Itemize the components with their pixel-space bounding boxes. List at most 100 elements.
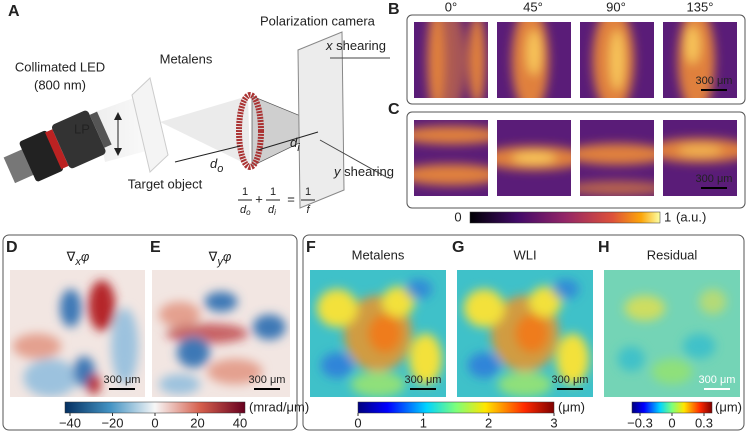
cb-tick-label: −40 bbox=[59, 415, 81, 430]
shape bbox=[52, 110, 106, 169]
arrow-head bbox=[114, 148, 122, 156]
sub: o bbox=[246, 208, 251, 217]
equals: = bbox=[287, 191, 295, 206]
blob bbox=[436, 22, 466, 98]
blob bbox=[526, 29, 542, 76]
cb-tick-label: 40 bbox=[233, 415, 247, 430]
num: 1 bbox=[270, 186, 276, 198]
cb-unit: (mrad/μm) bbox=[249, 399, 309, 414]
arrow-head bbox=[114, 112, 122, 120]
cb-tick-label: 1 bbox=[420, 415, 427, 430]
blob bbox=[556, 333, 589, 385]
blob bbox=[405, 278, 433, 300]
blob bbox=[497, 371, 553, 397]
source: Collimated LED bbox=[15, 59, 105, 74]
blob bbox=[580, 180, 654, 196]
heatmap bbox=[310, 270, 446, 397]
num: 1 bbox=[305, 186, 311, 198]
blob bbox=[624, 295, 666, 321]
blobs bbox=[617, 289, 727, 385]
d-i: di bbox=[290, 135, 300, 153]
heatmap bbox=[580, 22, 654, 98]
sub: i bbox=[297, 142, 300, 154]
heatmap bbox=[10, 270, 145, 397]
blobs bbox=[414, 126, 488, 186]
frame-c bbox=[406, 111, 746, 209]
cb-min: 0 bbox=[454, 209, 461, 224]
target: Target object bbox=[128, 176, 203, 191]
panel-label: A bbox=[8, 3, 20, 20]
blob bbox=[111, 308, 139, 385]
blob bbox=[204, 291, 238, 312]
heatmap bbox=[663, 22, 737, 98]
y-line bbox=[319, 139, 389, 179]
scale-label: 300 μm bbox=[696, 173, 733, 185]
blobs bbox=[511, 22, 549, 98]
panel-label: D bbox=[6, 239, 18, 256]
sub: i bbox=[274, 208, 276, 217]
main: d bbox=[268, 204, 275, 216]
panel-label: C bbox=[388, 101, 400, 118]
panel-label: F bbox=[306, 239, 316, 256]
target-plane bbox=[131, 77, 169, 173]
blob bbox=[86, 374, 101, 395]
cb-unit: (μm) bbox=[715, 399, 742, 414]
blob bbox=[382, 286, 415, 317]
sub: x bbox=[74, 256, 81, 268]
blobs bbox=[158, 291, 286, 395]
metalens bbox=[236, 92, 264, 170]
word: shearing bbox=[344, 164, 394, 179]
blobs bbox=[316, 278, 442, 397]
blobs bbox=[580, 143, 654, 196]
panel-label: G bbox=[452, 239, 464, 256]
x-shear: x shearing bbox=[325, 38, 386, 53]
heatmap bbox=[604, 270, 740, 397]
blob bbox=[252, 314, 286, 340]
scale-label: 300 μm bbox=[552, 374, 589, 386]
cb-unit: (μm) bbox=[558, 399, 585, 414]
equation: 1 do + 1 di = 1 f bbox=[238, 186, 315, 217]
blob bbox=[511, 151, 557, 165]
do-arrow bbox=[174, 145, 241, 163]
axis: x bbox=[325, 38, 333, 53]
blob bbox=[609, 29, 625, 91]
blobs bbox=[463, 278, 589, 397]
blob bbox=[12, 333, 62, 359]
surf-title: Residual bbox=[647, 247, 698, 262]
shape bbox=[89, 111, 112, 148]
shape bbox=[45, 129, 69, 170]
cb-tick-label: 0 bbox=[354, 415, 361, 430]
blob bbox=[409, 333, 442, 385]
cb-unit: (a.u.) bbox=[676, 209, 706, 224]
blob bbox=[320, 352, 354, 378]
blob bbox=[699, 289, 727, 315]
sub: y bbox=[216, 256, 224, 268]
colorbar bbox=[631, 401, 713, 414]
heatmap bbox=[152, 270, 290, 397]
blob bbox=[158, 301, 201, 328]
frame-fh bbox=[302, 234, 745, 431]
cb-tick-label: −0.3 bbox=[627, 415, 653, 430]
blobs bbox=[677, 22, 715, 98]
angle: 0° bbox=[445, 0, 457, 14]
y-shear: y shearing bbox=[333, 164, 394, 179]
blob bbox=[59, 289, 82, 328]
sub: o bbox=[217, 163, 223, 175]
heatmap bbox=[457, 270, 593, 397]
frame-de bbox=[2, 234, 298, 431]
blobs bbox=[663, 138, 737, 163]
den: do bbox=[240, 204, 251, 217]
scale-label: 300 μm bbox=[104, 374, 141, 386]
frame-b bbox=[406, 14, 746, 105]
cb-tick-label: 3 bbox=[550, 415, 557, 430]
axis: y bbox=[333, 164, 342, 179]
blobs bbox=[497, 145, 571, 171]
cone-in bbox=[160, 96, 250, 166]
blob bbox=[685, 25, 700, 64]
colorbar bbox=[357, 401, 555, 414]
blobs bbox=[427, 22, 486, 98]
scale-label: 300 μm bbox=[696, 75, 733, 87]
